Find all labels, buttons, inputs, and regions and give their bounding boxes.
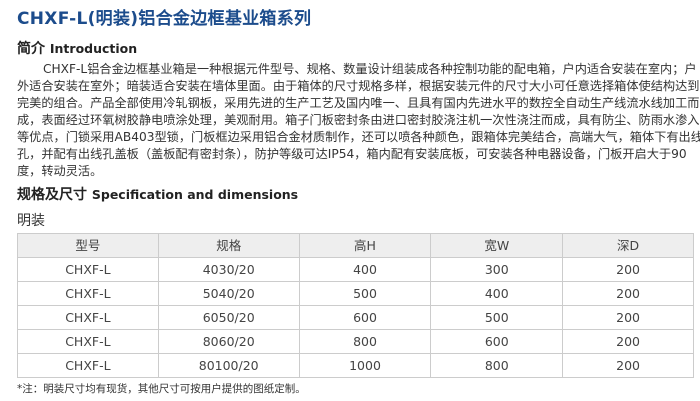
spec-subheading: 明装 (17, 213, 45, 229)
paragraph-line: 外适合安装在室外；暗装适合安装在墙体里面。由于箱体的尺寸规格多样，根据安装元件的… (17, 79, 700, 93)
spec-heading-en: Specification and dimensions (91, 187, 299, 202)
table-row: CHXF-L 4030/20 400 300 200 (17, 257, 694, 282)
intro-heading-en: Introduction (49, 41, 138, 56)
spec-heading: 规格及尺寸 Specification and dimensions (17, 186, 298, 204)
table-cell: CHXF-L (17, 281, 159, 306)
column-header: 型号 (17, 233, 159, 258)
table-cell: 600 (430, 329, 564, 354)
table-cell: 1000 (298, 353, 432, 378)
table-row: CHXF-L 8060/20 800 600 200 (17, 329, 694, 354)
table-cell: 800 (298, 329, 432, 354)
table-cell: 400 (430, 281, 564, 306)
paragraph-line: 度，转动灵活。 (17, 164, 103, 178)
paragraph-line: 孔，并配有出线孔盖板（盖板配有密封条），防护等级可达IP54，箱内配有安装底板，… (17, 147, 687, 161)
paragraph-line: 成，表面经过环氧树胶静电喷涂处理，美观耐用。箱子门板密封条由进口密封胶浇注机一次… (17, 113, 700, 127)
table-cell: 200 (562, 305, 694, 330)
column-header: 宽W (430, 233, 564, 258)
page-title: CHXF-L(明装)铝合金边框基业箱系列 (17, 9, 312, 29)
table-cell: 8060/20 (157, 329, 300, 354)
intro-heading: 简介 Introduction (17, 40, 137, 58)
column-header: 规格 (157, 233, 300, 258)
table-row: CHXF-L 80100/20 1000 800 200 (17, 353, 694, 378)
intro-paragraph: CHXF-L铝合金边框基业箱是一种根据元件型号、规格、数量设计组装成各种控制功能… (17, 61, 700, 180)
table-cell: 200 (562, 257, 694, 282)
table-cell: CHXF-L (17, 353, 159, 378)
table-row: CHXF-L 6050/20 600 500 200 (17, 305, 694, 330)
table-cell: 300 (430, 257, 564, 282)
intro-heading-cn: 简介 (17, 41, 45, 57)
paragraph-line: 等优点，门锁采用AB403型锁，门板框边采用铝合金材质制作，还可以喷各种颜色，跟… (17, 130, 700, 144)
column-header: 高H (298, 233, 432, 258)
footnote: *注：明装尺寸均有现货，其他尺寸可按用户提供的图纸定制。 (17, 383, 306, 395)
table-cell: CHXF-L (17, 329, 159, 354)
table-cell: 200 (562, 353, 694, 378)
table-cell: 800 (430, 353, 564, 378)
table-cell: 200 (562, 281, 694, 306)
table-cell: 6050/20 (157, 305, 300, 330)
table-cell: CHXF-L (17, 305, 159, 330)
paragraph-line: CHXF-L铝合金边框基业箱是一种根据元件型号、规格、数量设计组装成各种控制功能… (43, 62, 697, 76)
table-cell: 200 (562, 329, 694, 354)
spec-heading-cn: 规格及尺寸 (17, 187, 87, 203)
table-header-row: 型号 规格 高H 宽W 深D (17, 233, 694, 258)
table-cell: 5040/20 (157, 281, 300, 306)
table-cell: 4030/20 (157, 257, 300, 282)
table-cell: 600 (298, 305, 432, 330)
table-cell: 500 (298, 281, 432, 306)
paragraph-line: 完美的组合。产品全部使用冷轧钢板，采用先进的生产工艺及国内唯一、且具有国内先进水… (17, 96, 700, 110)
table-row: CHXF-L 5040/20 500 400 200 (17, 281, 694, 306)
table-cell: 80100/20 (157, 353, 300, 378)
table-cell: 500 (430, 305, 564, 330)
spec-table: 型号 规格 高H 宽W 深D CHXF-L 4030/20 400 300 200 CHX… (17, 233, 694, 378)
column-header: 深D (562, 233, 694, 258)
table-cell: CHXF-L (17, 257, 159, 282)
table-cell: 400 (298, 257, 432, 282)
